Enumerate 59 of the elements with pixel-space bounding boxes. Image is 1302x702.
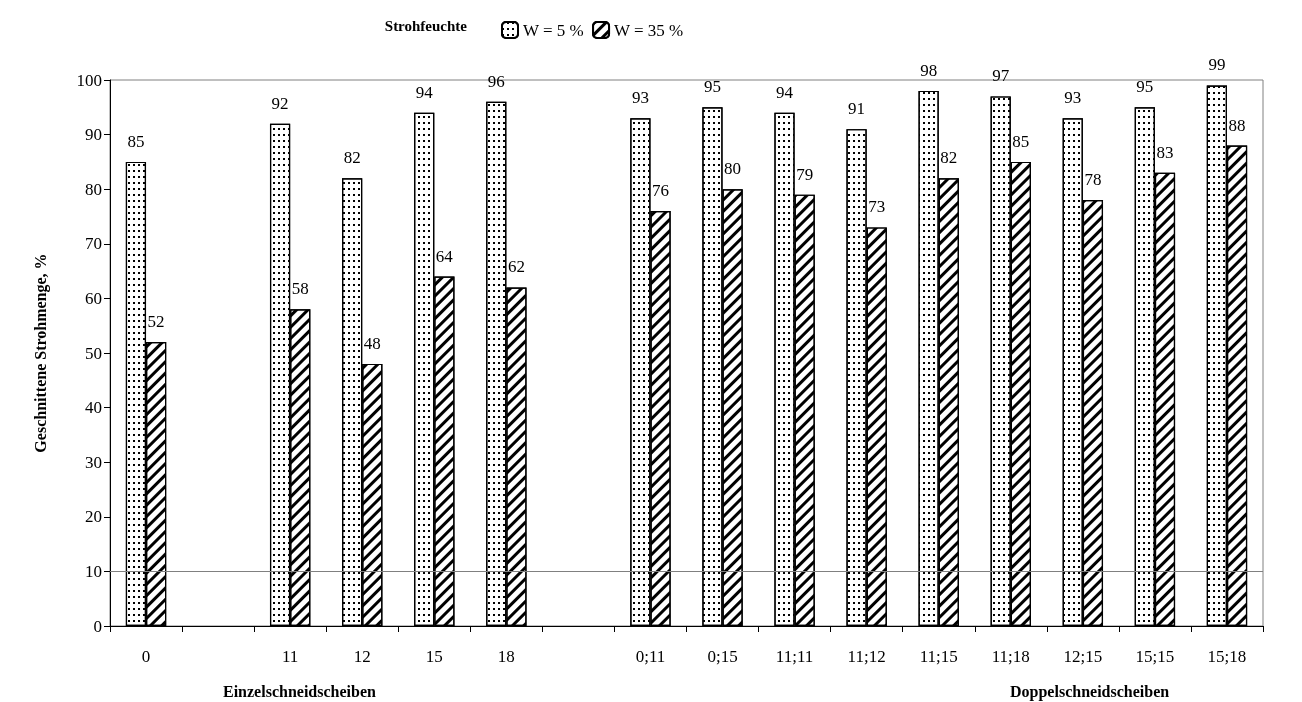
data-label: 79 (796, 164, 814, 184)
y-tick-label: 20 (85, 507, 102, 527)
y-tick-label: 30 (85, 452, 102, 472)
data-label: 83 (1156, 142, 1174, 162)
data-label: 91 (848, 99, 866, 119)
y-tick-label: 0 (93, 616, 102, 636)
y-tick-label: 40 (85, 398, 102, 418)
data-label: 82 (343, 148, 361, 168)
data-label: 52 (147, 312, 165, 332)
x-tick-label: 11 (281, 647, 299, 666)
x-tick-label: 15;15 (1135, 647, 1175, 666)
data-label: 76 (652, 181, 670, 201)
data-label: 96 (487, 71, 505, 91)
data-label: 88 (1228, 115, 1246, 135)
data-label: 98 (920, 60, 938, 80)
y-tick-label: 80 (85, 179, 102, 199)
y-tick-label: 60 (85, 288, 102, 308)
data-label: 78 (1084, 170, 1102, 190)
data-label: 73 (868, 197, 886, 217)
data-label: 97 (992, 66, 1010, 86)
data-label: 94 (776, 82, 794, 102)
x-tick-label: 0;11 (635, 647, 666, 666)
data-label: 82 (940, 148, 958, 168)
data-label: 62 (507, 257, 525, 277)
data-label: 93 (631, 88, 649, 108)
text: Einzelschneidscheiben (223, 682, 377, 700)
data-label: 85 (1012, 131, 1030, 151)
x-tick-label: 11;11 (775, 647, 814, 666)
x-tick-label: 12 (353, 647, 371, 666)
data-label: 64 (435, 246, 454, 266)
data-label: 58 (291, 279, 309, 299)
data-label: 92 (271, 93, 289, 113)
data-label: 48 (363, 333, 381, 353)
legend-title: Strohfeuchte (384, 17, 468, 34)
y-tick-label: 100 (76, 70, 102, 90)
y-axis-title: Geschnittene Strohmenge, % (31, 253, 50, 453)
y-tick-label: 90 (85, 125, 102, 145)
data-label: 94 (415, 82, 434, 102)
data-label: 93 (1064, 88, 1082, 108)
x-tick-label: 12;15 (1063, 647, 1103, 666)
y-tick-label: 10 (85, 561, 102, 581)
x-tick-label: 18 (497, 647, 515, 666)
x-tick-label: 15;18 (1207, 647, 1247, 666)
y-tick-label: 70 (85, 234, 102, 254)
data-label: 99 (1208, 55, 1226, 75)
data-label: 95 (1136, 77, 1154, 97)
x-tick-label: 11;15 (919, 647, 958, 666)
data-label: 95 (703, 77, 721, 97)
data-label: 85 (127, 131, 145, 151)
x-tick-label: 15 (425, 647, 443, 666)
data-label: 80 (724, 159, 742, 179)
x-tick-label: 11;18 (991, 647, 1030, 666)
x-tick-label: 0 (141, 647, 151, 666)
legend-label: W = 35 % (614, 20, 684, 40)
y-tick-label: 50 (85, 343, 102, 363)
text: Doppelschneidscheiben (1010, 682, 1170, 701)
x-tick-label: 0;15 (707, 647, 738, 666)
legend-label: W = 5 % (523, 20, 584, 40)
x-tick-label: 11;12 (847, 647, 886, 666)
